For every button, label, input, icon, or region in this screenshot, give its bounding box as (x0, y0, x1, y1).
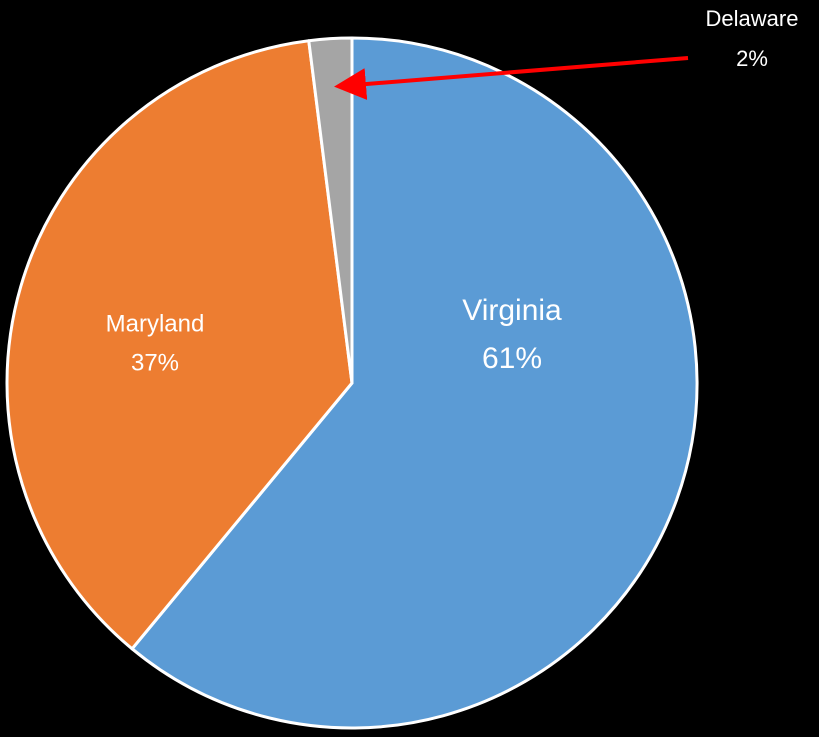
slice-label: Maryland (106, 310, 205, 337)
pie-slice (130, 36, 699, 730)
slice-label: Virginia (462, 294, 562, 327)
pie-slice (5, 39, 354, 651)
pie-slice (307, 36, 354, 385)
pie (5, 36, 699, 730)
slice-value-label: 61% (482, 342, 542, 375)
slice-value-label: 2% (736, 46, 768, 71)
data-labels: Virginia 61% Maryland 37% Delaware 2% (106, 6, 799, 377)
slice-value-label: 37% (131, 349, 179, 376)
slice-label: Delaware (706, 6, 799, 31)
callout-arrow (334, 56, 689, 101)
